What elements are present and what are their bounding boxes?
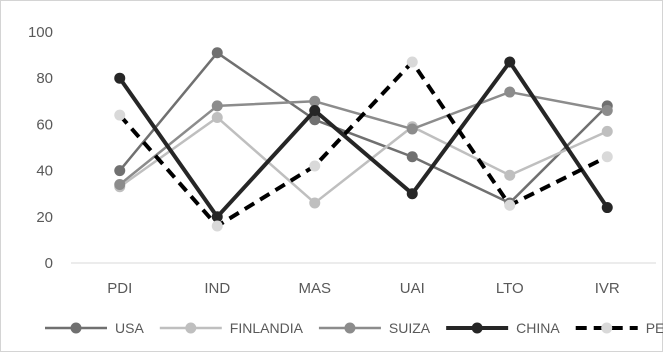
legend-marker: [344, 322, 356, 334]
series-china: [114, 56, 613, 223]
y-tick-label: 20: [36, 209, 53, 226]
legend-item-suiza: SUIZA: [318, 320, 431, 336]
legend-label: FINLANDIA: [230, 320, 304, 336]
data-point: [601, 105, 613, 117]
legend-item-peru: PERU: [575, 320, 663, 336]
y-tick-label: 60: [36, 116, 53, 133]
data-point: [504, 56, 516, 68]
data-point: [309, 105, 321, 117]
data-point: [211, 111, 223, 123]
x-tick-label: IND: [204, 280, 230, 297]
y-tick-label: 0: [45, 255, 53, 272]
data-point: [406, 56, 418, 68]
data-point: [309, 197, 321, 209]
series-line-china: [118, 60, 609, 219]
legend-label: PERU: [646, 320, 663, 336]
data-point: [309, 160, 321, 172]
x-tick-label: UAI: [400, 280, 425, 297]
series-peru: [114, 56, 613, 232]
legend-item-finlandia: FINLANDIA: [159, 320, 304, 336]
data-point: [309, 95, 321, 107]
y-tick-label: 40: [36, 163, 53, 180]
x-tick-label: IVR: [595, 280, 620, 297]
y-tick-label: 80: [36, 70, 53, 87]
series-finlandia: [114, 111, 613, 209]
data-point: [504, 169, 516, 181]
legend-label: CHINA: [516, 320, 560, 336]
data-point: [211, 100, 223, 112]
y-axis-labels: 0 20 40 60 80 100: [28, 24, 53, 272]
data-point: [114, 72, 126, 84]
data-point: [211, 211, 223, 223]
data-point: [601, 125, 613, 137]
data-point: [504, 86, 516, 98]
data-point: [601, 202, 613, 214]
legend-label: SUIZA: [389, 320, 431, 336]
x-axis-labels: PDI IND MAS UAI LTO IVR: [107, 280, 620, 297]
data-point: [211, 220, 223, 232]
data-point: [114, 165, 126, 177]
series-layer: [114, 47, 613, 232]
x-tick-label: PDI: [107, 280, 132, 297]
x-tick-label: MAS: [298, 280, 331, 297]
x-tick-label: LTO: [496, 280, 524, 297]
data-point: [309, 114, 321, 126]
series-line-peru: [118, 60, 609, 229]
series-line-finlandia: [119, 116, 608, 205]
legend: USA FINLANDIA SUIZA CHINA PERU: [45, 320, 663, 336]
series-line-usa: [118, 51, 609, 205]
data-point: [406, 188, 418, 200]
legend-item-china: CHINA: [446, 320, 560, 336]
data-point: [406, 123, 418, 135]
legend-item-usa: USA: [45, 320, 144, 336]
data-point: [211, 47, 223, 59]
data-point: [114, 109, 126, 121]
data-point: [114, 178, 126, 190]
data-point: [406, 151, 418, 163]
legend-marker: [471, 322, 483, 334]
data-point: [504, 199, 516, 211]
y-tick-label: 100: [28, 24, 53, 41]
legend-marker: [185, 322, 197, 334]
data-point: [601, 151, 613, 163]
legend-label: USA: [115, 320, 144, 336]
legend-marker: [601, 322, 613, 334]
legend-marker: [70, 322, 82, 334]
